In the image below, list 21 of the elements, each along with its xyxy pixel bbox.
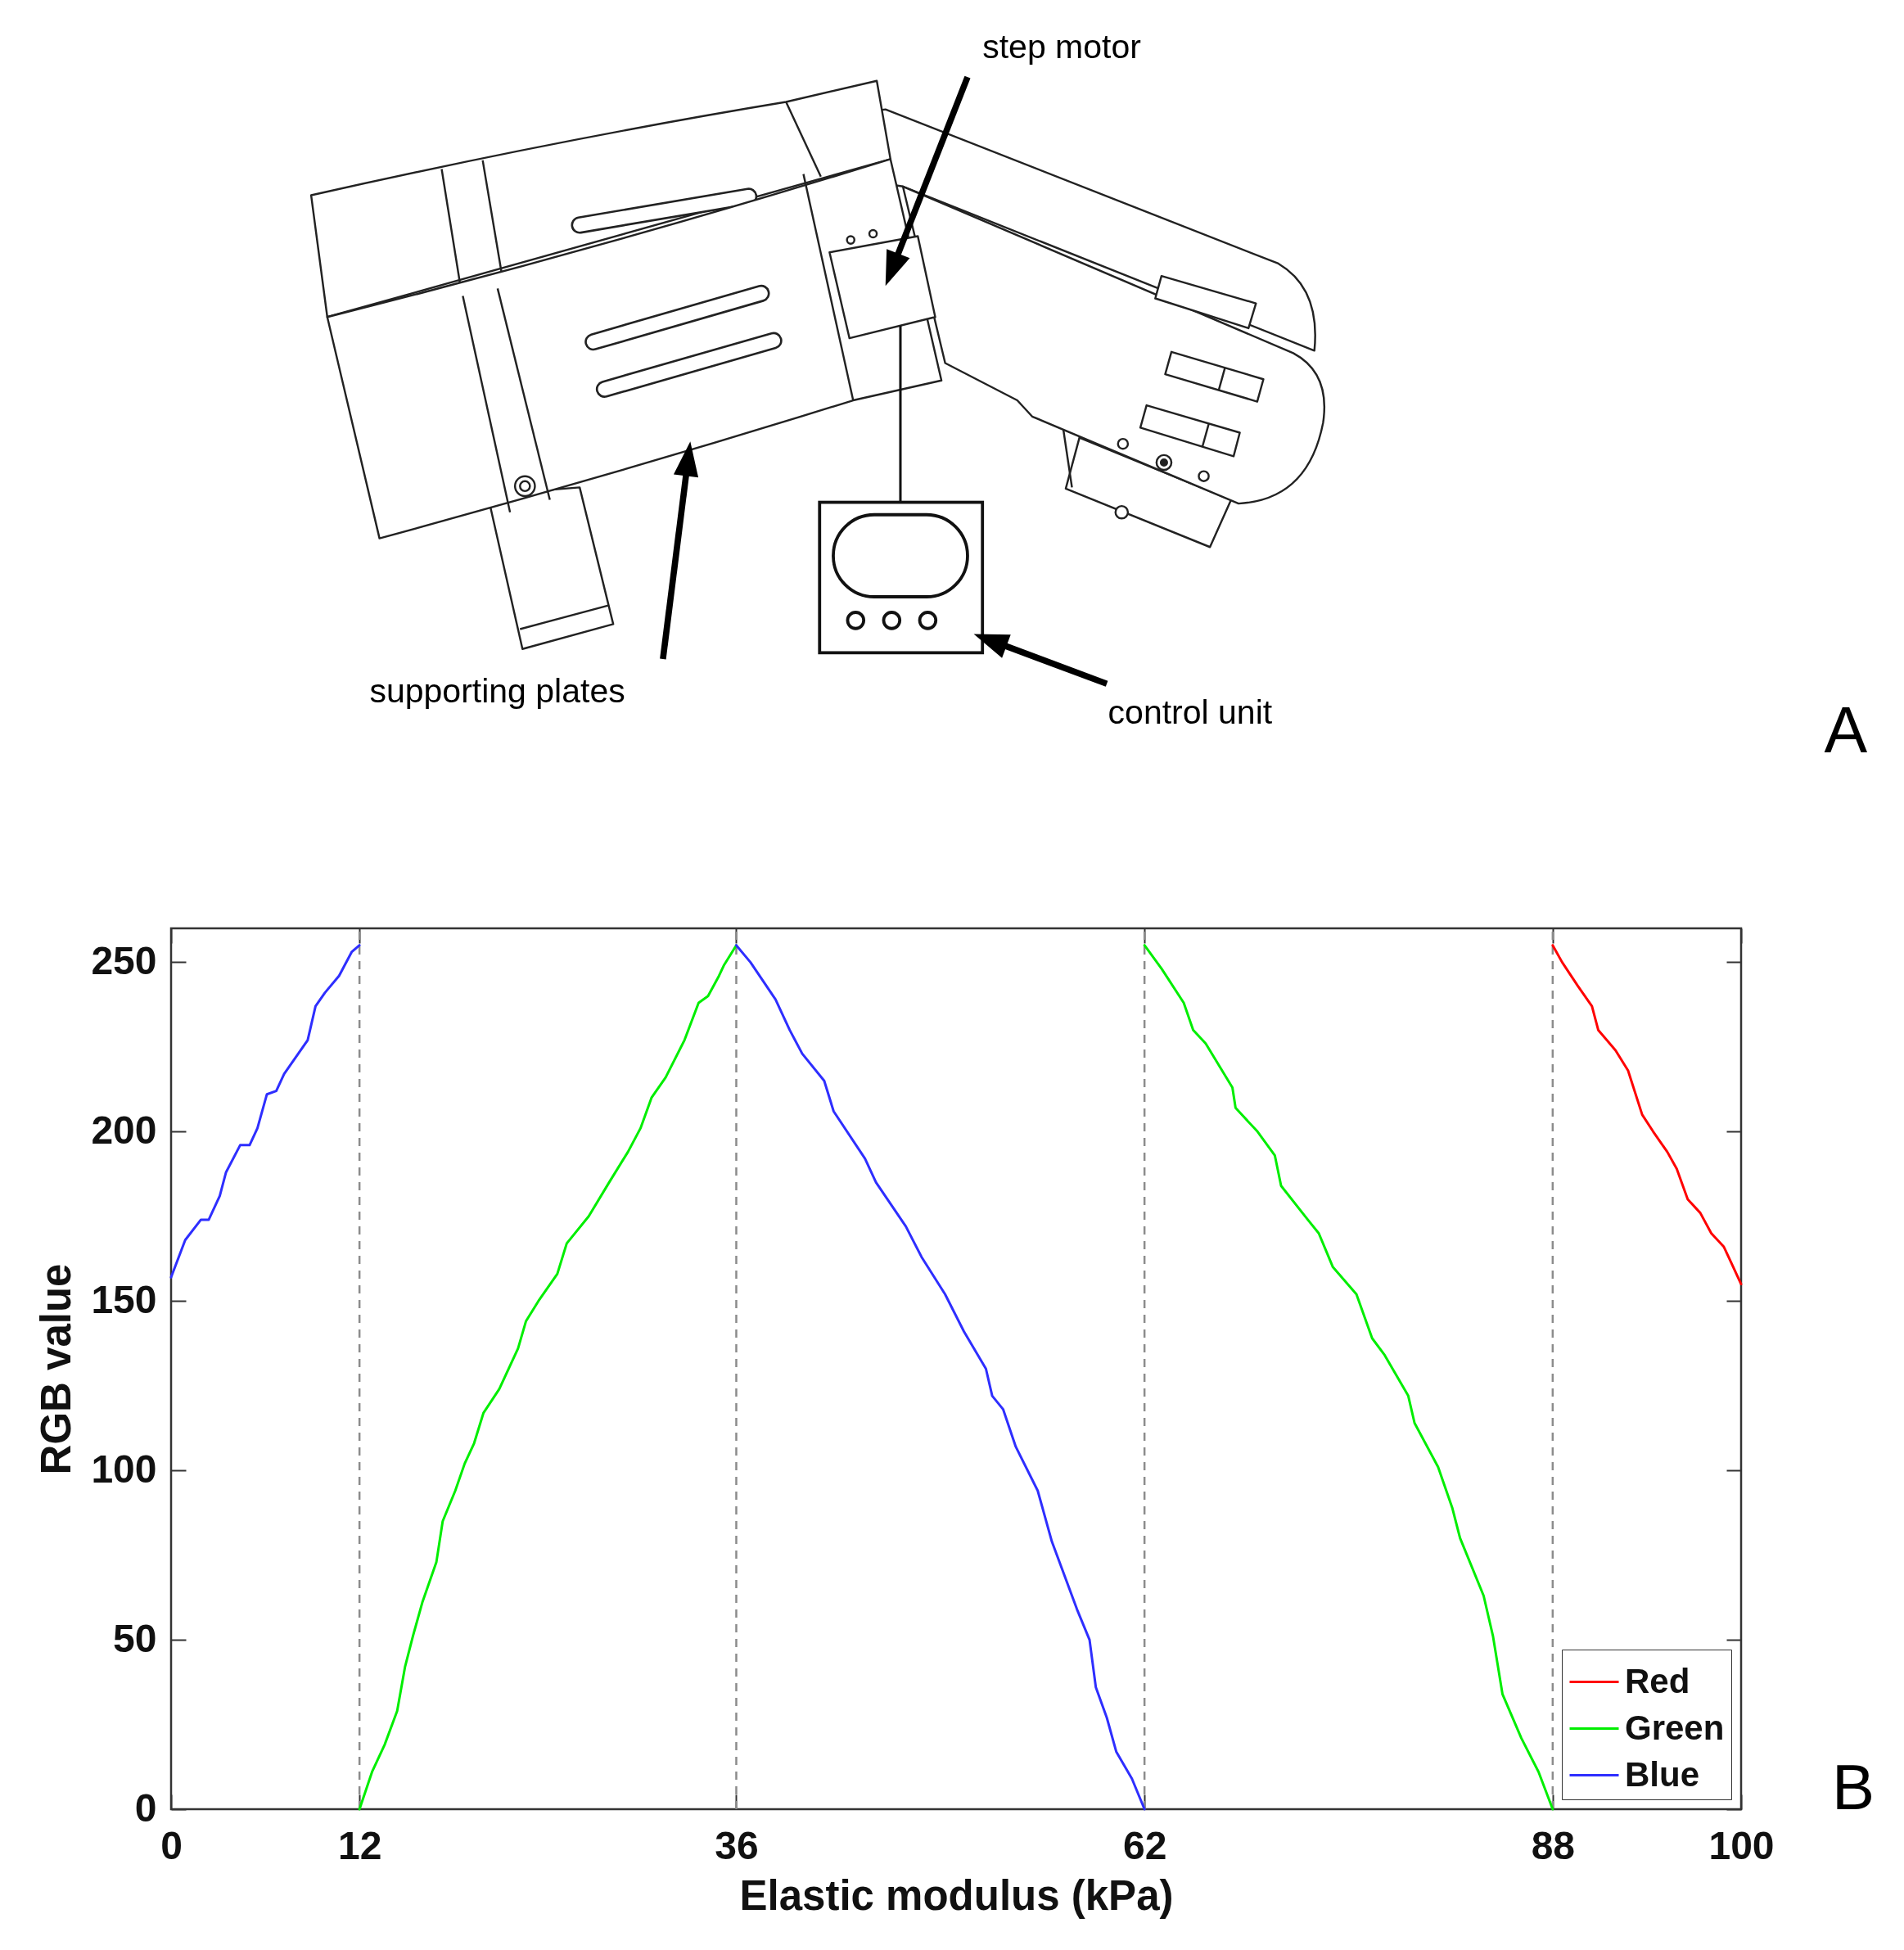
y-tick-label: 0 — [134, 1785, 157, 1830]
text: A — [1824, 693, 1868, 766]
text: step motor — [982, 28, 1141, 66]
y-tick-label: 50 — [113, 1616, 157, 1660]
y-tick-label: 100 — [91, 1447, 157, 1491]
legend-label: Blue — [1625, 1754, 1700, 1794]
x-tick-label: 36 — [715, 1823, 759, 1867]
y-tick-label: 150 — [91, 1277, 157, 1321]
x-tick-label: 62 — [1122, 1823, 1167, 1867]
x-tick-label: 12 — [337, 1823, 382, 1867]
x-tick-label: 88 — [1531, 1823, 1576, 1867]
x-tick-label: 100 — [1708, 1823, 1775, 1867]
y-tick-label: 250 — [91, 938, 157, 982]
text: supporting plates — [369, 672, 625, 711]
legend-label: Red — [1625, 1661, 1690, 1700]
legend-label: Green — [1625, 1708, 1725, 1747]
x-axis-title: Elastic modulus (kPa) — [739, 1871, 1174, 1919]
y-tick-label: 200 — [91, 1108, 157, 1152]
text: control unit — [1108, 693, 1273, 731]
text: B — [1832, 1751, 1875, 1823]
y-axis-title: RGB value — [33, 1263, 80, 1475]
